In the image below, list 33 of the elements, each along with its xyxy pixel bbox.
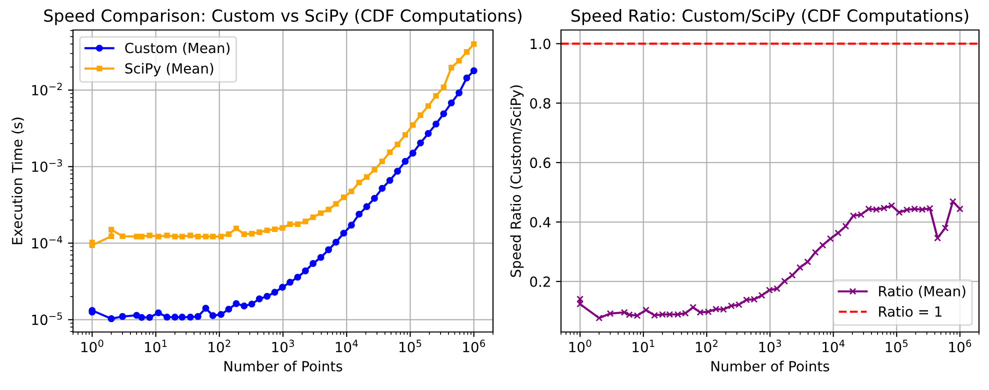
x-tick-label: 10$^{0}$ <box>569 340 592 352</box>
y-tick-label: 10$^{−5}$ <box>32 312 62 326</box>
x-tick-label: 10$^{4}$ <box>336 340 358 352</box>
y-tick-label: 10$^{−3}$ <box>32 159 62 172</box>
x-tick-label: 10$^{5}$ <box>400 340 422 352</box>
legend-label: SciPy (Mean) <box>125 62 214 76</box>
x-tick-label: 10$^{4}$ <box>822 340 845 352</box>
y-tick-label: 10$^{−2}$ <box>32 82 62 96</box>
y-tick-label: 0.6 <box>530 158 550 168</box>
x-tick-label: 10$^{5}$ <box>886 340 908 352</box>
y-tick-label: 0.4 <box>530 216 550 228</box>
x-tick-label: 10$^{3}$ <box>759 340 781 352</box>
x-tick-label: 10$^{0}$ <box>81 340 104 352</box>
x-tick-label: 10$^{1}$ <box>145 340 167 352</box>
x-tick-label: 10$^{6}$ <box>463 340 486 352</box>
y-axis-title: Speed Ratio (Custom/SciPy) <box>510 85 524 277</box>
x-tick-label: 10$^{3}$ <box>272 340 294 352</box>
y-tick-label: 10$^{−4}$ <box>32 236 62 249</box>
chart-title: Speed Ratio: Custom/SciPy (CDF Computations) <box>571 9 968 26</box>
legend-label: Ratio = 1 <box>879 306 942 317</box>
y-tick-label: 0.2 <box>530 276 550 287</box>
x-tick-label: 10$^{2}$ <box>208 340 230 352</box>
x-axis-title: Number of Points <box>712 360 830 372</box>
x-tick-label: 10$^{2}$ <box>696 340 718 352</box>
chart-title: Speed Comparison: Custom vs SciPy (CDF Computations) <box>44 9 522 26</box>
y-tick-label: 0.8 <box>530 98 550 109</box>
x-tick-label: 10$^{6}$ <box>949 340 972 352</box>
legend-label: Ratio (Mean) <box>879 286 966 298</box>
y-axis-title: Execution Time (s) <box>12 118 24 244</box>
legend-label: Custom (Mean) <box>125 42 230 55</box>
x-tick-label: 10$^{1}$ <box>632 340 654 352</box>
y-tick-label: 1.0 <box>530 38 550 50</box>
x-axis-title: Number of Points <box>224 360 342 372</box>
